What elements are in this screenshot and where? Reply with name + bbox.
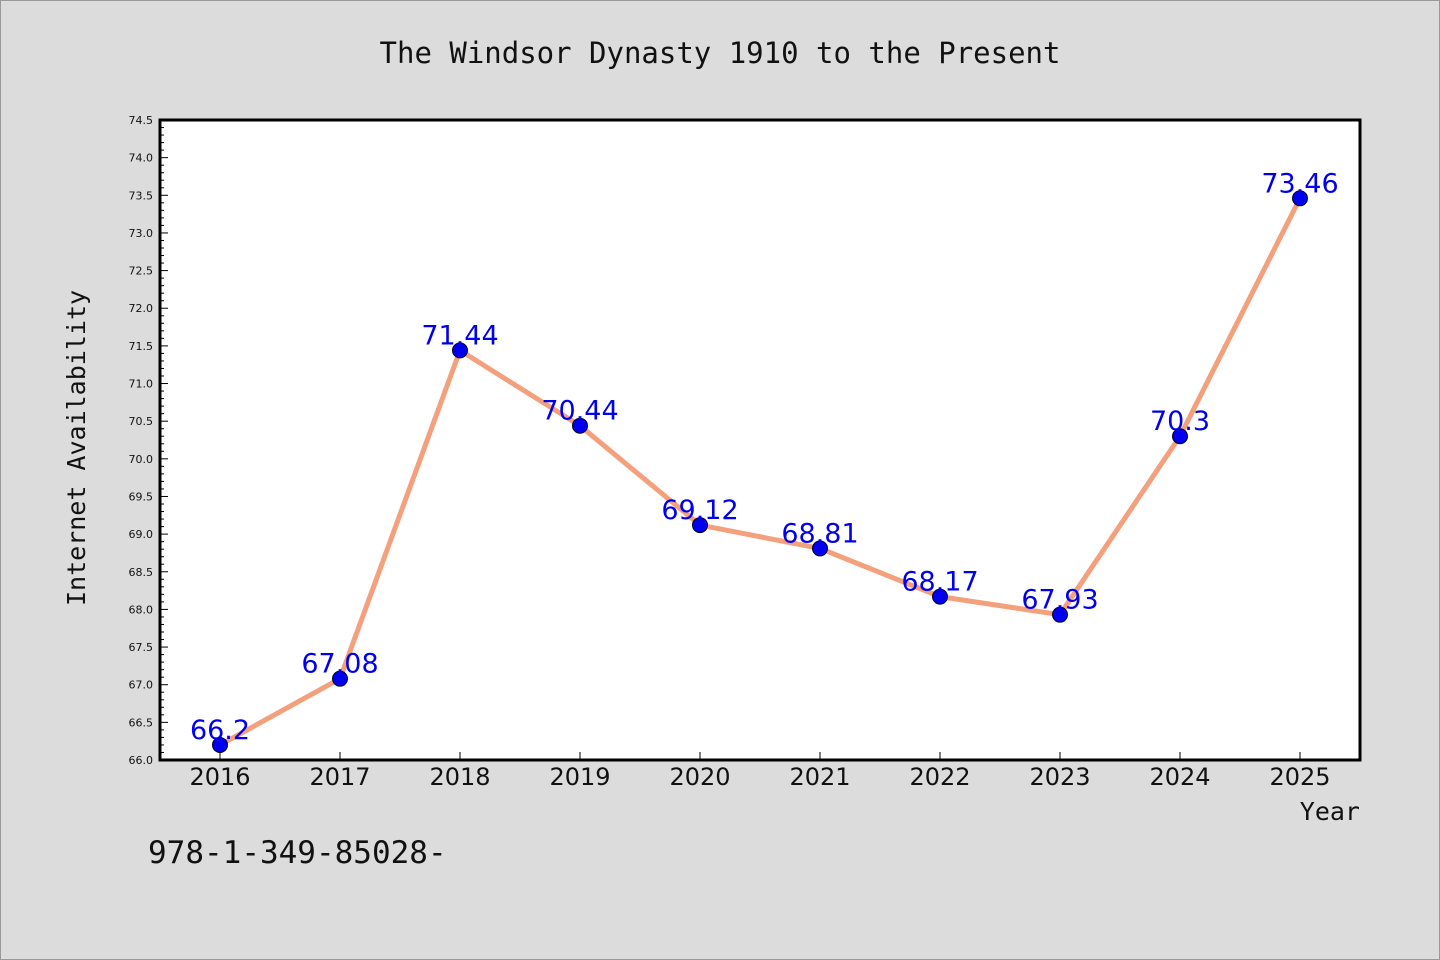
y-tick-label: 69.0 (129, 528, 154, 541)
y-axis-label: Internet Availability (62, 290, 91, 606)
y-tick-label: 73.0 (129, 227, 154, 240)
y-tick-label: 69.5 (129, 490, 154, 503)
footer-isbn-text: 978-1-349-85028- (148, 835, 447, 871)
data-label: 71.44 (421, 320, 498, 351)
y-tick-label: 66.5 (129, 716, 154, 729)
y-tick-label: 67.5 (129, 641, 154, 654)
y-axis-ticks: 66.0 66.5 67.0 67.5 68.0 68.5 69.0 69.5 70.0 70.5… (129, 114, 168, 767)
x-axis-label: Year (1300, 797, 1360, 826)
y-tick-label: 74.5 (129, 114, 154, 127)
data-point-marker (332, 670, 348, 687)
x-tick-label: 2016 (189, 763, 250, 791)
data-point-marker (1052, 606, 1068, 623)
y-tick-label: 71.5 (129, 340, 154, 353)
data-point-marker (572, 417, 588, 434)
data-label: 69.12 (661, 495, 738, 526)
data-point-marker (1292, 190, 1308, 207)
y-tick-label: 66.0 (129, 754, 154, 767)
y-tick-label: 67.0 (129, 679, 154, 692)
data-label: 70.3 (1150, 406, 1210, 437)
y-tick-label: 70.5 (129, 415, 154, 428)
x-tick-label: 2018 (429, 763, 490, 791)
data-point-marker (452, 342, 468, 359)
plot-area (158, 118, 1362, 762)
x-tick-label: 2022 (909, 763, 970, 791)
y-tick-label: 73.5 (129, 189, 154, 202)
data-label: 66.2 (190, 715, 250, 746)
y-tick-label: 74.0 (129, 152, 154, 165)
y-tick-label: 70.0 (129, 453, 154, 466)
data-label: 67.08 (301, 649, 378, 680)
y-tick-label: 72.0 (129, 302, 154, 315)
data-label: 70.44 (541, 396, 618, 427)
series-layer: 66.2 67.08 71.44 70.44 69.12 68.81 68.17 67.93 7… (190, 168, 1339, 753)
x-tick-label: 2020 (669, 763, 730, 791)
y-tick-label: 68.5 (129, 566, 154, 579)
data-point-marker (812, 540, 828, 557)
y-tick-label: 68.0 (129, 603, 154, 616)
x-tick-label: 2017 (309, 763, 370, 791)
data-label: 68.81 (781, 518, 858, 549)
data-label: 73.46 (1261, 168, 1338, 199)
x-tick-label: 2025 (1269, 763, 1330, 791)
data-label: 67.93 (1021, 585, 1098, 616)
chart-title: The Windsor Dynasty 1910 to the Present (380, 36, 1061, 70)
y-tick-label: 71.0 (129, 378, 154, 391)
x-tick-label: 2021 (789, 763, 850, 791)
x-tick-label: 2019 (549, 763, 610, 791)
y-tick-label: 72.5 (129, 265, 154, 278)
x-tick-label: 2024 (1149, 763, 1210, 791)
x-tick-label: 2023 (1029, 763, 1090, 791)
data-label: 68.17 (901, 567, 978, 598)
data-point-marker (932, 588, 948, 605)
series-line (217, 195, 1303, 748)
data-point-marker (1172, 428, 1188, 445)
data-point-marker (692, 517, 708, 534)
data-point-marker (212, 736, 228, 753)
x-axis-ticks: 2016 2017 2018 2019 2020 2021 2022 2023 2024 2025 (189, 752, 1331, 791)
